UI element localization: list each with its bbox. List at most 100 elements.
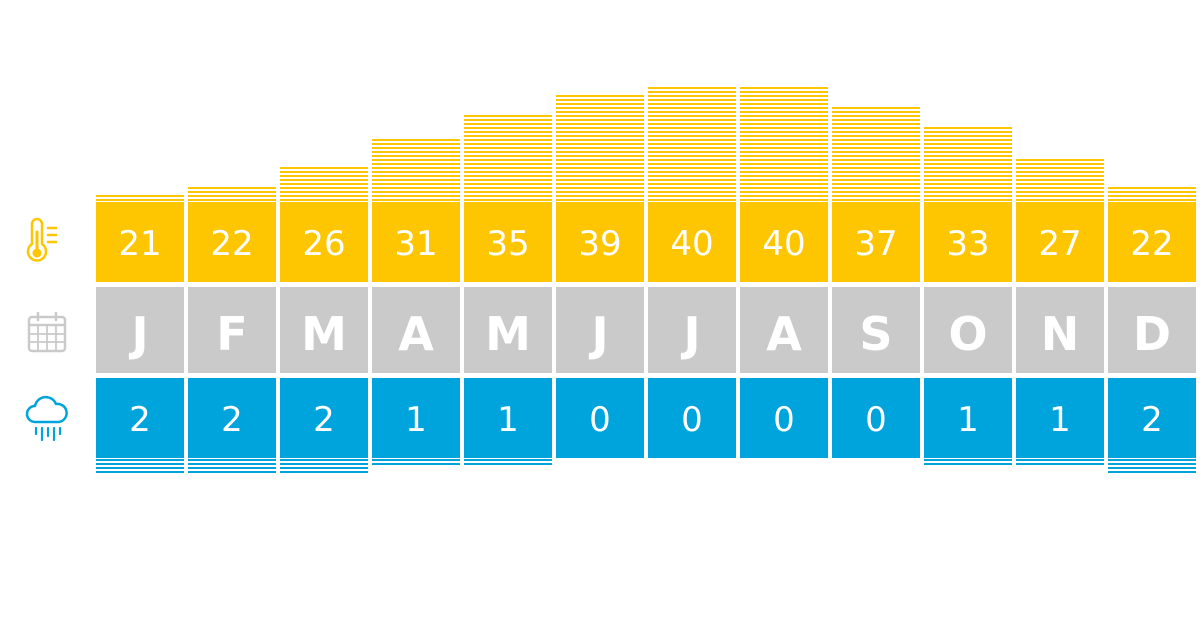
rain-cell <box>924 378 1012 458</box>
temperature-value: 22 <box>1130 224 1173 264</box>
month-cell <box>464 287 552 373</box>
rain-bar <box>372 459 460 465</box>
month-cell <box>740 287 828 373</box>
temperature-bar <box>188 187 276 201</box>
rain-bar <box>464 459 552 465</box>
temperature-cell <box>464 202 552 282</box>
month-cell <box>924 287 1012 373</box>
rain-value: 2 <box>221 400 243 440</box>
rain-value: 1 <box>497 400 519 440</box>
month-cell <box>188 287 276 373</box>
month-cell <box>648 287 736 373</box>
temperature-value: 35 <box>486 224 529 264</box>
temperature-value: 40 <box>762 224 805 264</box>
temperature-bar <box>648 87 736 201</box>
rain-bar <box>280 459 368 473</box>
temperature-cell <box>648 202 736 282</box>
month-cell <box>556 287 644 373</box>
rain-value: 2 <box>1141 400 1163 440</box>
temperature-value: 40 <box>670 224 713 264</box>
temperature-bar <box>464 115 552 201</box>
rain-value: 1 <box>405 400 427 440</box>
temperature-cell <box>280 202 368 282</box>
rain-bar <box>924 459 1012 465</box>
rain-cell <box>1108 378 1196 458</box>
temperature-value: 27 <box>1038 224 1081 264</box>
temperature-value: 21 <box>118 224 161 264</box>
month-cell <box>832 287 920 373</box>
rain-cell <box>648 378 736 458</box>
month-cell <box>1016 287 1104 373</box>
month-cell <box>96 287 184 373</box>
temperature-bar <box>832 107 920 201</box>
rain-bars <box>96 459 1196 473</box>
month-label: J <box>680 307 700 361</box>
rain-cell <box>464 378 552 458</box>
temperature-cell <box>188 202 276 282</box>
month-cell <box>372 287 460 373</box>
rain-cell <box>556 378 644 458</box>
temperature-bar <box>1016 159 1104 201</box>
rain-cell <box>740 378 828 458</box>
rain-cell <box>96 378 184 458</box>
temperature-bar <box>96 195 184 201</box>
rain-value: 1 <box>957 400 979 440</box>
rain-cell <box>1016 378 1104 458</box>
month-label: N <box>1041 307 1080 361</box>
temperature-value: 37 <box>854 224 897 264</box>
rain-bar <box>96 459 184 473</box>
calendar-icon <box>27 311 67 353</box>
rain-bar <box>188 459 276 473</box>
temperature-cell <box>556 202 644 282</box>
rain-value: 1 <box>1049 400 1071 440</box>
rain-value: 2 <box>129 400 151 440</box>
temperature-row: 21 22 26 31 35 39 40 40 37 33 27 22 <box>96 202 1196 282</box>
month-label: D <box>1133 307 1171 361</box>
temperature-cell <box>740 202 828 282</box>
thermometer-icon <box>26 217 58 262</box>
rain-value: 0 <box>773 400 795 440</box>
temperature-value: 31 <box>394 224 437 264</box>
temperature-value: 39 <box>578 224 621 264</box>
temperature-cell <box>1108 202 1196 282</box>
month-label: A <box>398 307 434 361</box>
rain-cell <box>372 378 460 458</box>
rain-value: 0 <box>681 400 703 440</box>
rain-value: 0 <box>589 400 611 440</box>
temperature-value: 22 <box>210 224 253 264</box>
rain-bar <box>1108 459 1196 473</box>
month-label: F <box>216 307 247 361</box>
rain-value: 0 <box>865 400 887 440</box>
rain-cell <box>832 378 920 458</box>
month-label: J <box>128 307 148 361</box>
temperature-value: 33 <box>946 224 989 264</box>
temperature-bar <box>924 127 1012 201</box>
temperature-bar <box>372 139 460 201</box>
temperature-bar <box>740 87 828 201</box>
rain-value: 2 <box>313 400 335 440</box>
temperature-cell <box>832 202 920 282</box>
month-label: O <box>948 307 987 361</box>
temperature-cell <box>372 202 460 282</box>
month-label: S <box>859 307 892 361</box>
temperature-bar <box>1108 187 1196 201</box>
month-label: J <box>588 307 608 361</box>
temperature-value: 26 <box>302 224 345 264</box>
month-label: A <box>766 307 802 361</box>
temperature-cell <box>96 202 184 282</box>
temperature-bar <box>556 95 644 201</box>
rain-cell <box>280 378 368 458</box>
temperature-bars <box>96 87 1196 201</box>
rain-cloud-icon <box>25 395 68 442</box>
temperature-cell <box>924 202 1012 282</box>
rain-cell <box>188 378 276 458</box>
month-cell <box>1108 287 1196 373</box>
rain-row: 2 2 2 1 1 0 0 0 0 1 1 2 <box>96 378 1196 458</box>
month-label: M <box>485 307 531 361</box>
temperature-bar <box>280 167 368 201</box>
temperature-cell <box>1016 202 1104 282</box>
rain-bar <box>1016 459 1104 465</box>
month-cell <box>280 287 368 373</box>
